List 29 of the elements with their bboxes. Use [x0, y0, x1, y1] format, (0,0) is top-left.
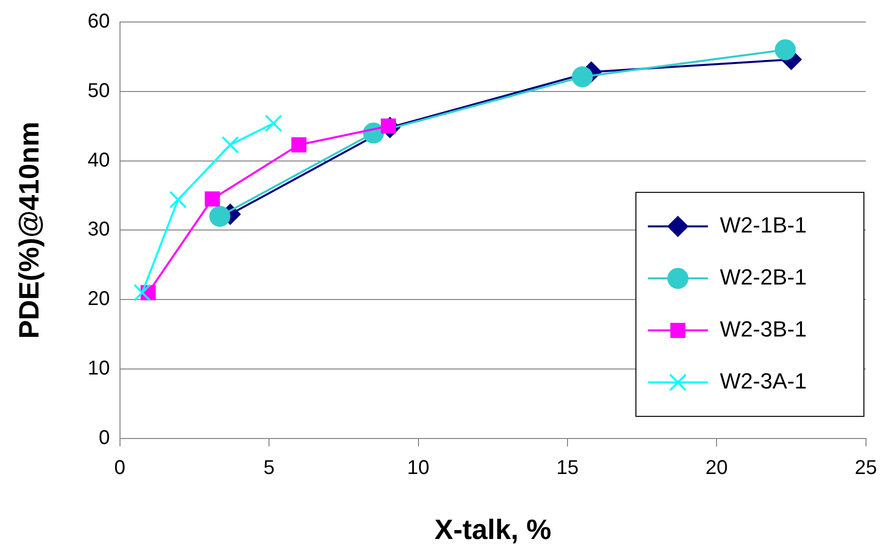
legend-label: W2-3A-1: [720, 368, 807, 394]
point: [264, 114, 282, 132]
legend-label: W2-2B-1: [720, 264, 807, 290]
x-tick-label: 10: [407, 456, 430, 479]
legend-label: W2-1B-1: [720, 212, 807, 238]
point: [774, 39, 796, 60]
point: [221, 136, 240, 154]
y-tick-label: 30: [88, 218, 110, 241]
y-tick-label: 0: [98, 426, 110, 449]
x-tick-label: 0: [114, 456, 126, 479]
y-tick-label: 50: [88, 80, 110, 102]
y-tick-label: 20: [88, 288, 110, 310]
y-axis-title: PDE(%)@410nm: [14, 122, 45, 339]
legend-label: W2-3B-1: [720, 316, 807, 342]
point: [204, 191, 220, 207]
y-tick-label: 60: [88, 10, 110, 33]
point: [291, 137, 306, 152]
x-tick-label: 5: [263, 456, 275, 479]
x-tick-label: 20: [706, 456, 728, 479]
y-tick-label: 40: [88, 149, 110, 172]
point: [380, 118, 396, 134]
y-tick-label: 10: [88, 358, 110, 380]
x-axis-title: X-talk, %: [434, 514, 552, 545]
point: [169, 190, 187, 208]
point: [133, 284, 152, 302]
point: [572, 66, 593, 88]
x-tick-label: 25: [854, 456, 877, 479]
x-tick-label: 15: [556, 456, 579, 479]
point: [209, 206, 230, 227]
